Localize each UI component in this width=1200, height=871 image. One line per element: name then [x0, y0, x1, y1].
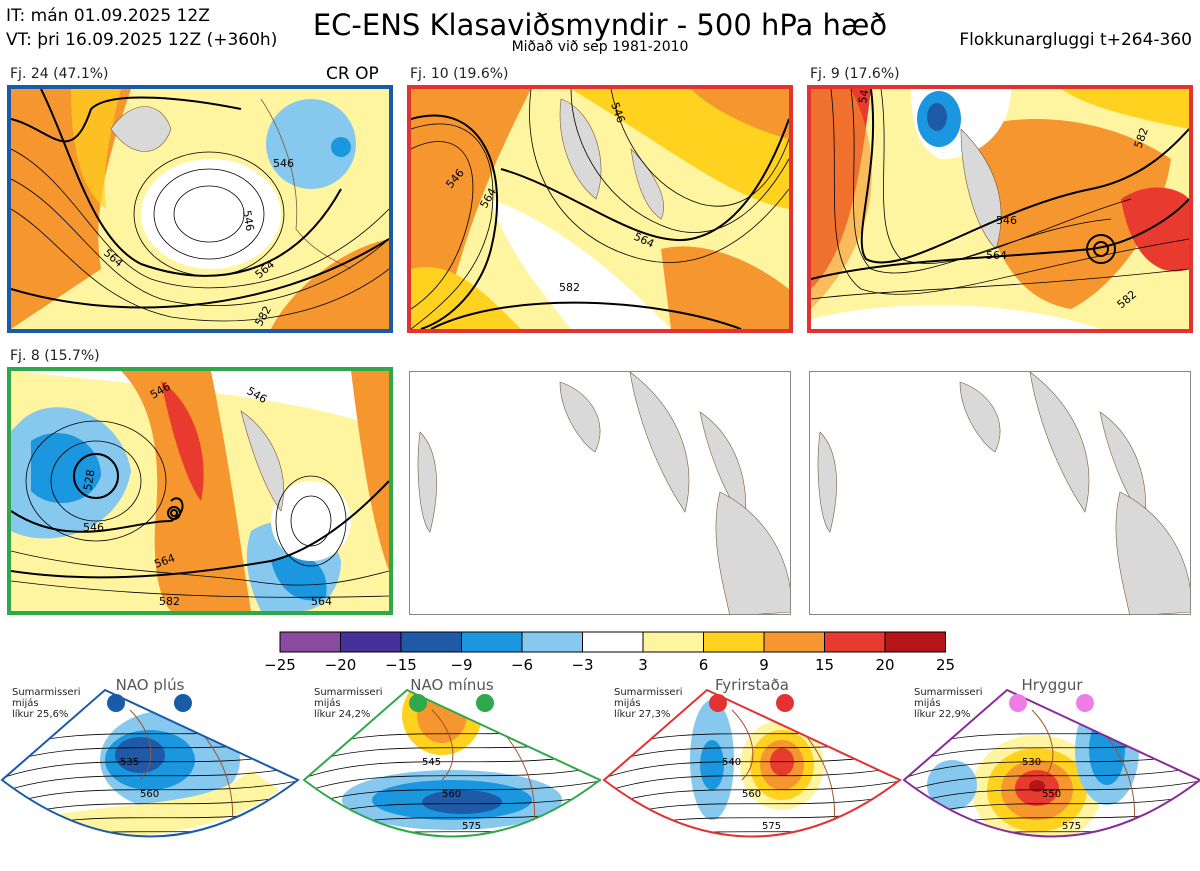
regime-contour-label: 560	[442, 789, 461, 800]
contour-label: 546	[856, 89, 872, 105]
cluster-map-3: 546 546 564 582 582	[807, 85, 1193, 333]
regime-name: Fyrirstaða	[715, 676, 789, 694]
regime-contour-label: 530	[1022, 757, 1041, 768]
regime-contour-label: 575	[462, 821, 481, 832]
regime-contour-label: 560	[140, 789, 159, 800]
contour-label: 546	[996, 214, 1017, 227]
regime-dot	[476, 694, 494, 712]
classification-window: Flokkunargluggi t+264-360	[959, 30, 1192, 50]
regime-dot	[1009, 694, 1027, 712]
empty-map-6-plot	[817, 372, 1190, 614]
empty-map-6	[809, 371, 1191, 615]
regime-contour-label: 545	[422, 757, 441, 768]
regime-dot	[409, 694, 427, 712]
regime-contour-label: 560	[742, 789, 761, 800]
regime-dot	[1076, 694, 1094, 712]
contour-label: 528	[81, 469, 97, 492]
regime-contour-label: 550	[1042, 789, 1061, 800]
regime-dot	[709, 694, 727, 712]
contour-label: 564	[986, 249, 1007, 262]
cluster-map-2-plot: 546 546 564 564 582	[411, 89, 789, 329]
regime-dot	[107, 694, 125, 712]
regime-dot	[776, 694, 794, 712]
cluster-label-1: Fj. 24 (47.1%)	[10, 66, 109, 82]
control-run-tag: CR OP	[326, 64, 379, 84]
contour-label: 546	[83, 521, 104, 534]
regime-contour-label: 575	[1062, 821, 1081, 832]
regime-likelihood: Sumarmisseri mijás líkur 25,6%	[12, 687, 81, 720]
regime-likelihood: Sumarmisseri mijás líkur 24,2%	[314, 687, 383, 720]
cluster-label-2: Fj. 10 (19.6%)	[410, 66, 509, 82]
regime-contour-label: 535	[120, 757, 139, 768]
regime-dot	[174, 694, 192, 712]
valid-time: VT: þri 16.09.2025 12Z (+360h)	[6, 30, 278, 50]
page-subtitle: Miðað við sep 1981-2010	[511, 39, 689, 55]
contour-label: 546	[240, 209, 256, 232]
cluster-map-4-plot: 546 546 546 528 564 564 582	[11, 371, 389, 611]
regime-contour-label: 540	[722, 757, 741, 768]
empty-map-5	[409, 371, 791, 615]
cluster-label-4: Fj. 8 (15.7%)	[10, 348, 100, 364]
cluster-map-4: 546 546 546 528 564 564 582	[7, 367, 393, 615]
regime-contour-label: 575	[762, 821, 781, 832]
cluster-map-1: 546 546 564 564 582	[7, 85, 393, 333]
regime-likelihood: Sumarmisseri mijás líkur 27,3%	[614, 687, 683, 720]
cluster-label-3: Fj. 9 (17.6%)	[810, 66, 900, 82]
contour-label: 582	[159, 595, 180, 608]
regime-likelihood: Sumarmisseri mijás líkur 22,9%	[914, 687, 983, 720]
contour-label: 564	[311, 595, 332, 608]
contour-label: 546	[273, 157, 294, 170]
regime-name: NAO plús	[115, 676, 185, 694]
cluster-map-3-plot: 546 546 564 582 582	[811, 89, 1189, 329]
regime-name: NAO mínus	[410, 676, 494, 694]
page-title: EC-ENS Klasaviðsmyndir - 500 hPa hæð	[312, 8, 888, 42]
init-time: IT: mán 01.09.2025 12Z	[6, 6, 210, 26]
empty-map-5-plot	[417, 372, 790, 614]
regime-name: Hryggur	[1021, 676, 1083, 694]
contour-label: 582	[559, 281, 580, 294]
cluster-map-2: 546 546 564 564 582	[407, 85, 793, 333]
cluster-map-1-plot: 546 546 564 564 582	[11, 89, 389, 329]
